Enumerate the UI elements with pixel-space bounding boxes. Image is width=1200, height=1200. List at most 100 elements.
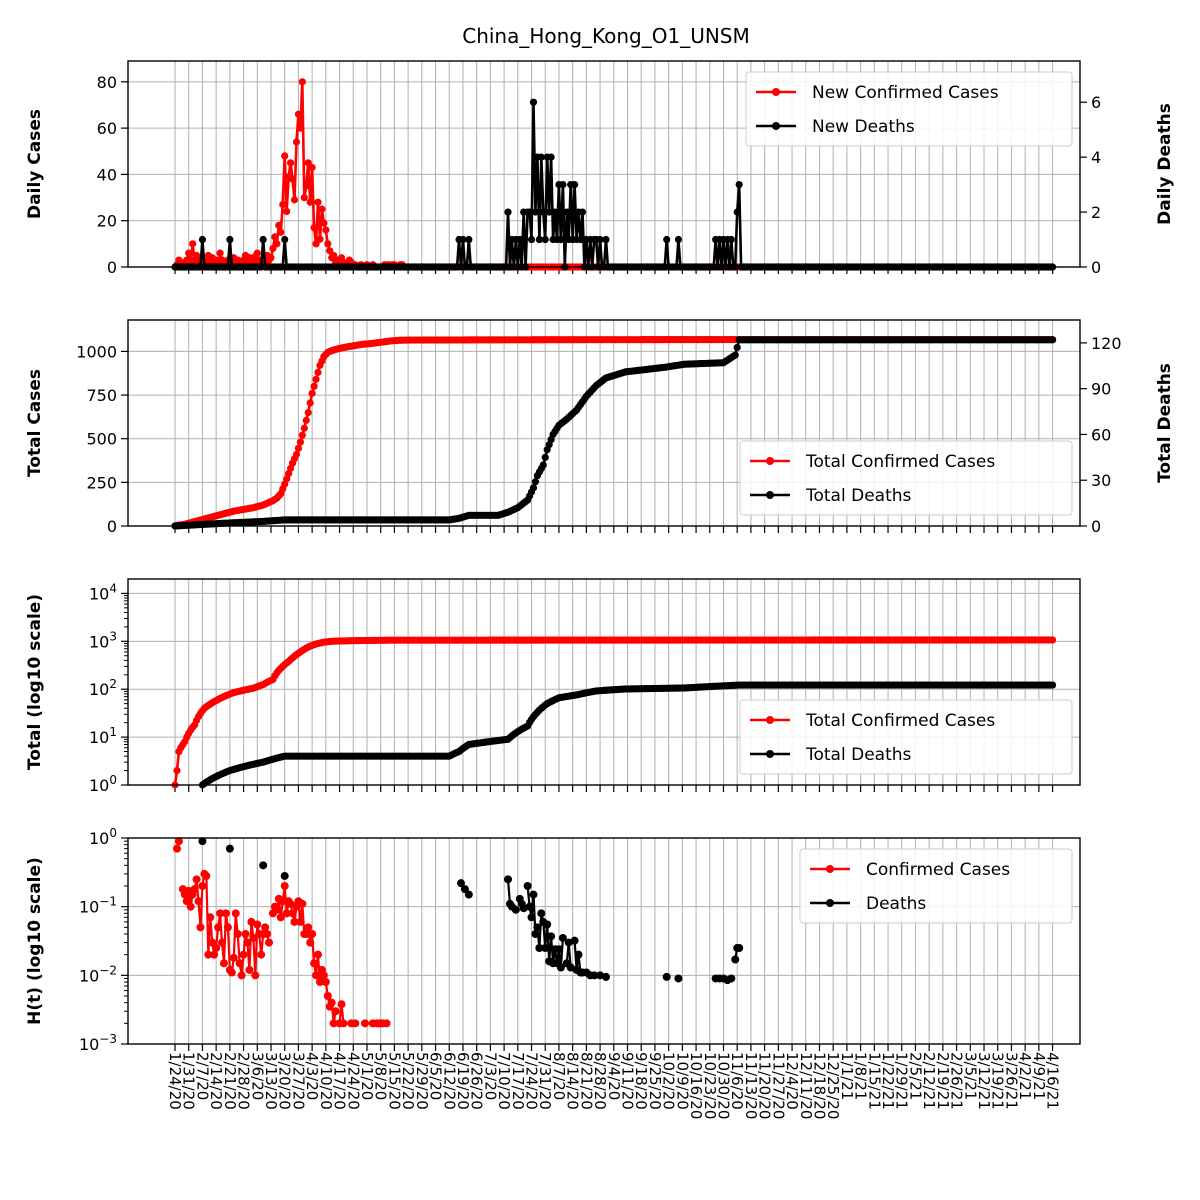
data-point — [535, 944, 544, 953]
data-point — [322, 226, 330, 234]
data-point — [662, 972, 671, 981]
data-point — [194, 897, 203, 906]
y-tick-label: 100 — [89, 826, 117, 848]
data-point — [190, 885, 199, 894]
x-tick-label: 5/8/20 — [372, 1052, 390, 1100]
y-axis-label: Total (log10 scale) — [25, 594, 45, 770]
data-point — [731, 351, 739, 359]
x-tick-label: 8/21/20 — [577, 1052, 595, 1110]
data-point — [253, 249, 261, 257]
data-point — [570, 936, 579, 945]
data-point — [558, 933, 567, 942]
y-right-tick-label: 2 — [1091, 203, 1101, 222]
x-tick-label: 3/19/21 — [989, 1052, 1007, 1110]
legend-swatch-marker — [766, 457, 774, 465]
data-point — [298, 899, 307, 908]
data-point — [331, 1007, 340, 1016]
data-point — [523, 881, 532, 890]
data-point — [300, 193, 308, 202]
legend-box — [745, 71, 1073, 147]
x-tick-label: 12/18/20 — [811, 1052, 829, 1119]
x-tick-label: 1/15/21 — [865, 1052, 883, 1110]
y-tick-label: 102 — [89, 677, 117, 699]
data-point — [541, 944, 550, 953]
data-point — [306, 198, 314, 206]
x-tick-label: 2/7/20 — [193, 1052, 211, 1100]
data-point — [727, 974, 736, 983]
legend-box — [799, 848, 1073, 924]
data-point — [185, 249, 193, 257]
x-tick-label: 5/22/20 — [399, 1052, 417, 1110]
data-point — [382, 1019, 391, 1028]
y-tick-label: 60 — [97, 119, 117, 138]
legend-box — [739, 440, 1073, 516]
x-tick-label: 7/31/20 — [536, 1052, 554, 1110]
x-tick-label: 9/11/20 — [619, 1052, 637, 1110]
data-point — [292, 138, 301, 146]
data-point — [306, 938, 315, 947]
data-point — [296, 124, 304, 132]
x-tick-label: 2/5/21 — [907, 1052, 925, 1100]
x-tick-label: 9/18/20 — [632, 1052, 650, 1110]
data-point — [218, 938, 227, 947]
x-tick-label: 3/20/20 — [276, 1052, 294, 1110]
data-point — [351, 1019, 360, 1028]
data-point — [323, 992, 332, 1001]
series-total-deaths — [198, 681, 1057, 789]
x-tick-label: 2/21/20 — [221, 1052, 239, 1110]
data-point — [278, 897, 287, 906]
data-point — [259, 235, 267, 244]
data-point — [563, 208, 571, 216]
data-point — [302, 182, 310, 190]
x-tick-label: 4/2/21 — [1016, 1052, 1034, 1100]
data-point — [557, 235, 565, 244]
y-right-tick-label: 90 — [1091, 380, 1111, 399]
data-point — [198, 837, 207, 846]
x-tick-label: 2/28/20 — [235, 1052, 253, 1110]
x-tick-label: 1/29/21 — [893, 1052, 911, 1110]
data-point — [541, 453, 549, 461]
data-point — [590, 971, 599, 980]
y-tick-label: 750 — [86, 386, 117, 405]
y-axis-label: H(t) (log10 scale) — [25, 857, 45, 1025]
data-point — [531, 929, 540, 938]
data-point — [219, 959, 228, 968]
legend-box — [739, 699, 1073, 775]
data-point — [233, 929, 242, 938]
data-point — [314, 950, 323, 959]
data-point — [280, 881, 289, 890]
legend-swatch-marker — [766, 716, 774, 724]
data-point — [511, 905, 520, 914]
data-point — [539, 208, 547, 216]
data-point — [308, 929, 317, 938]
x-tick-label: 12/25/20 — [824, 1052, 842, 1119]
data-point — [601, 972, 610, 981]
data-point — [531, 208, 540, 216]
data-point — [733, 343, 741, 352]
y-tick-label: 500 — [86, 430, 117, 449]
data-point — [216, 909, 225, 918]
y-tick-label: 104 — [89, 581, 117, 603]
y-axis-label: Total Cases — [25, 369, 45, 477]
data-point — [279, 200, 287, 209]
data-point — [531, 478, 540, 486]
x-tick-label: 3/26/21 — [1002, 1052, 1020, 1110]
y-right-tick-label: 30 — [1091, 471, 1111, 490]
data-point — [249, 933, 258, 942]
data-point — [310, 224, 318, 232]
data-point — [281, 235, 289, 244]
data-point — [302, 929, 311, 938]
data-point — [554, 945, 563, 954]
data-point — [296, 438, 304, 446]
data-point — [327, 998, 336, 1007]
legend-label: Total Deaths — [805, 745, 912, 765]
data-point — [312, 375, 320, 383]
data-point — [312, 971, 321, 980]
data-point — [310, 382, 318, 390]
data-point — [298, 431, 306, 439]
data-point — [263, 929, 272, 938]
legend-label: Total Confirmed Cases — [805, 452, 995, 472]
data-point — [1048, 636, 1057, 644]
data-point — [571, 181, 579, 189]
data-point — [227, 968, 236, 977]
